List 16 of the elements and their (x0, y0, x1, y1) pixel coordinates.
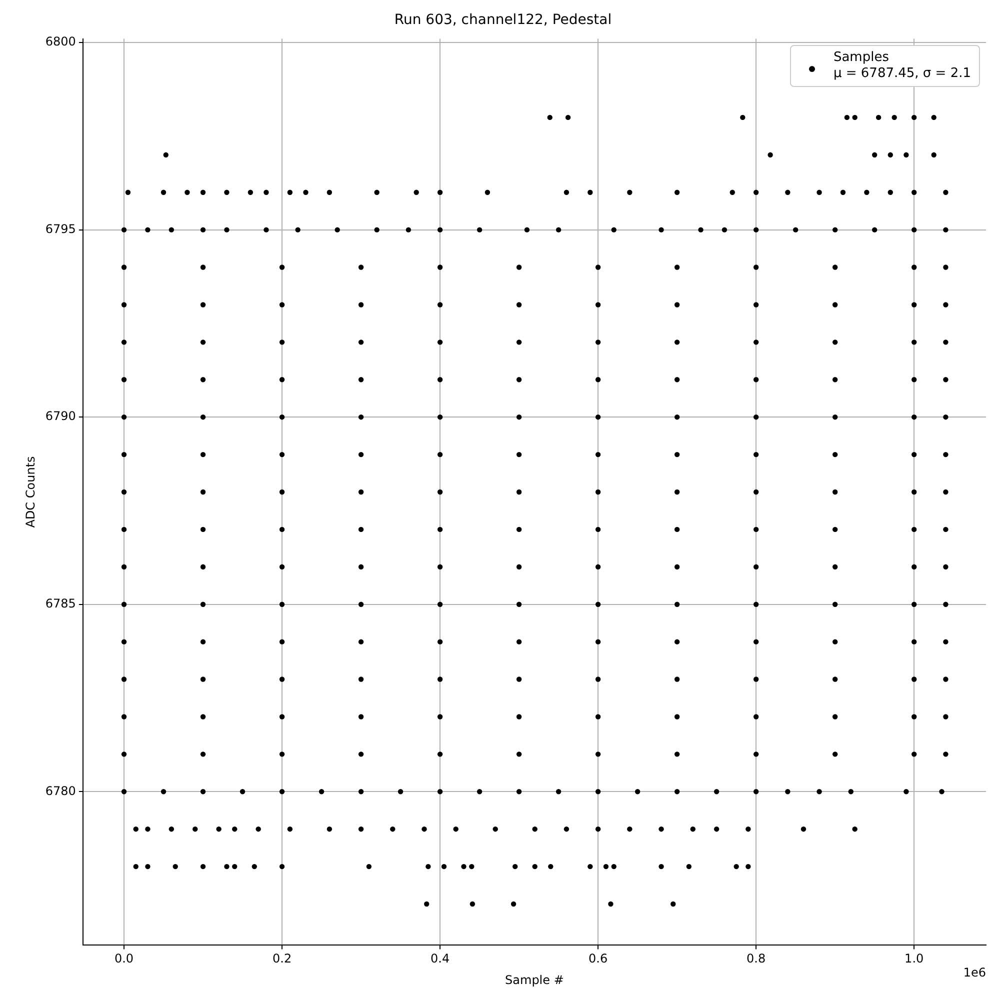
y-tick-label: 6780 (45, 784, 76, 798)
x-tick-label: 0.6 (588, 952, 608, 966)
text: 1e6 (963, 965, 986, 980)
x-axis-title: Sample # (505, 972, 564, 987)
y-tick-label: 6790 (45, 409, 76, 424)
y-axis-title: ADC Counts (23, 456, 38, 528)
y-tick-label: 6800 (45, 34, 76, 49)
x-tick-label: 0.0 (114, 952, 134, 966)
x-tick-label: 1.0 (904, 952, 924, 966)
legend-label: Samples μ = 6787.45, σ = 2.1 (833, 50, 971, 82)
x-tick-label: 0.4 (430, 952, 450, 966)
x-tick-label: 0.2 (272, 952, 292, 966)
y-tick-label: 6785 (45, 596, 76, 610)
chart-title: Run 603, channel122, Pedestal (394, 12, 612, 28)
x-tick-label: 0.8 (746, 952, 766, 966)
y-tick-label: 6795 (45, 222, 76, 236)
